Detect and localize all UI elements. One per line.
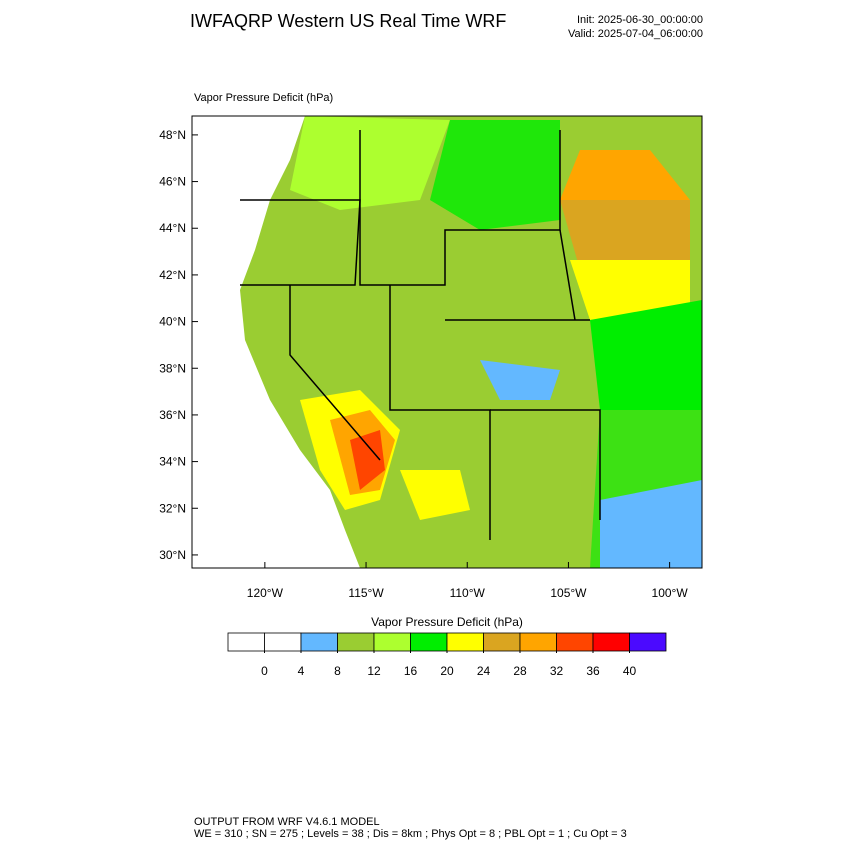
lat-tick-label: 34°N [159, 455, 186, 469]
title: IWFAQRP Western US Real Time WRF [190, 11, 506, 31]
colorbar-tick-label: 4 [298, 664, 305, 678]
colorbar-box [556, 632, 594, 652]
colorbar-tick-label: 16 [404, 664, 418, 678]
field-patch [560, 200, 690, 270]
colorbar-box [629, 632, 667, 652]
colorbar-box [264, 632, 302, 652]
colorbar-box [373, 632, 411, 652]
field-patch [290, 116, 450, 210]
colorbar-tick-label: 36 [586, 664, 600, 678]
field-label: Vapor Pressure Deficit (hPa) [194, 92, 333, 104]
lat-tick-label: 48°N [159, 128, 186, 142]
map-frame [191, 115, 703, 569]
lat-tick-label: 36°N [159, 408, 186, 422]
colorbar-box [519, 632, 557, 652]
colorbar-tick-label: 24 [477, 664, 491, 678]
state-borders [240, 130, 601, 540]
field-patch [570, 260, 690, 320]
field-patch [480, 360, 560, 400]
lat-tick-label: 42°N [159, 268, 186, 282]
lon-tick-label: 115°W [348, 586, 384, 600]
colorbar-box [446, 632, 484, 652]
map [191, 115, 703, 569]
init-time: Init: 2025-06-30_00:00:00 [577, 14, 703, 26]
colorbar-tick-label: 20 [440, 664, 454, 678]
lon-tick-label: 110°W [450, 586, 486, 600]
field-patch [590, 300, 702, 410]
ocean [192, 116, 360, 568]
field-patch [400, 470, 470, 520]
colorbar-box [483, 632, 521, 652]
colorbar-box [300, 632, 338, 652]
lat-tick-label: 44°N [159, 221, 186, 235]
colorbar-box [227, 632, 265, 652]
colorbar-box [410, 632, 448, 652]
colorbar-box [592, 632, 630, 652]
colorbar-box [337, 632, 375, 652]
lon-tick-label: 100°W [652, 586, 689, 600]
lat-tick-label: 40°N [159, 315, 186, 329]
field-patch [600, 480, 702, 568]
lon-tick-label: 105°W [550, 586, 587, 600]
colorbar-tick-label: 40 [623, 664, 637, 678]
lon-tick-label: 120°W [247, 586, 284, 600]
colorbar-tick-label: 28 [513, 664, 527, 678]
colorbar-tick-label: 12 [367, 664, 381, 678]
footer-line: WE = 310 ; SN = 275 ; Levels = 38 ; Dis … [194, 828, 627, 840]
footer-line: OUTPUT FROM WRF V4.6.1 MODEL [194, 816, 380, 828]
lat-tick-label: 46°N [159, 175, 186, 189]
lat-tick-label: 30°N [159, 548, 186, 562]
colorbar-title: Vapor Pressure Deficit (hPa) [371, 615, 523, 629]
field-patch [350, 430, 385, 490]
valid-time: Valid: 2025-07-04_06:00:00 [568, 28, 703, 40]
colorbar-tick-label: 0 [261, 664, 268, 678]
field-patch [560, 150, 690, 200]
lat-tick-label: 32°N [159, 501, 186, 515]
lat-tick-label: 38°N [159, 361, 186, 375]
field-patch [430, 120, 560, 230]
colorbar-tick-label: 8 [334, 664, 341, 678]
colorbar-tick-label: 32 [550, 664, 564, 678]
